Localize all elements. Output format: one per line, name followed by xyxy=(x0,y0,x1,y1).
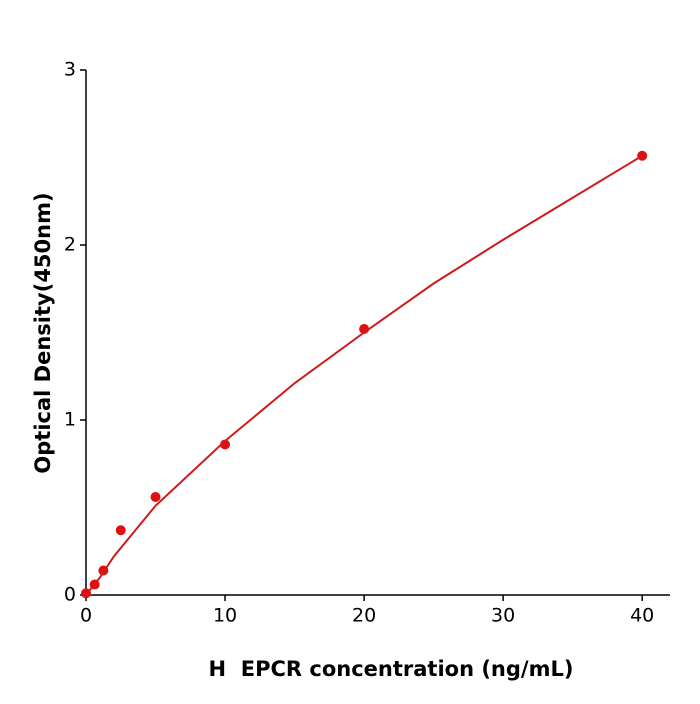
y-tick-label: 2 xyxy=(64,234,76,256)
data-point xyxy=(115,525,126,536)
y-tick-label: 3 xyxy=(64,59,76,81)
y-tick-label: 0 xyxy=(64,584,76,606)
x-tick-label: 30 xyxy=(491,605,515,627)
x-tick-label: 10 xyxy=(213,605,237,627)
x-tick-label: 0 xyxy=(80,605,92,627)
x-tick-label: 40 xyxy=(630,605,654,627)
data-point xyxy=(150,492,161,502)
x-axis-label: H EPCR concentration (ng/mL) xyxy=(209,657,574,681)
fit-curve xyxy=(85,154,643,596)
x-tick-label: 20 xyxy=(352,605,376,627)
y-tick-label: 1 xyxy=(64,409,76,431)
y-axis-label: Optical Density(450nm) xyxy=(31,192,55,473)
